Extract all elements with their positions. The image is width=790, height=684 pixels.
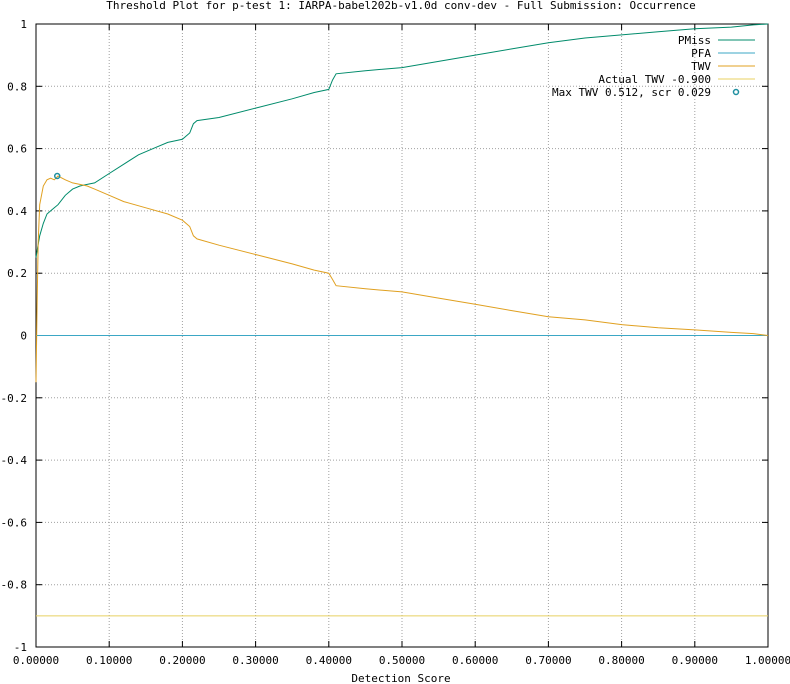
chart-title: Threshold Plot for p-test 1: IARPA-babel… [106,0,695,12]
y-tick-label: -0.2 [1,392,28,405]
x-tick-label: 0.50000 [379,654,425,667]
series-lines [35,23,769,617]
x-tick-label: 0.40000 [306,654,352,667]
x-tick-label: 0.90000 [672,654,718,667]
legend-label: TWV [691,60,711,73]
x-tick-label: 1.00000 [745,654,790,667]
series-line-0 [35,23,769,258]
legend-label: Actual TWV -0.900 [598,73,711,86]
legend-label: PFA [691,47,711,60]
y-tick-label: -0.6 [1,516,28,529]
x-tick-label: 0.00000 [13,654,59,667]
x-tick-label: 0.80000 [598,654,644,667]
x-tick-label: 0.70000 [525,654,571,667]
x-tick-label: 0.60000 [452,654,498,667]
y-tick-label: 1 [20,18,27,31]
max-twv-marker [53,172,61,180]
legend-label: Max TWV 0.512, scr 0.029 [552,86,711,99]
x-axis-label: Detection Score [351,672,450,684]
y-tick-label: 0 [20,330,27,343]
y-tick-label: -0.4 [1,454,28,467]
y-tick-label: 0.8 [7,80,27,93]
legend-marker [732,88,740,96]
y-tick-label: 0.4 [7,205,27,218]
x-tick-label: 0.10000 [86,654,132,667]
y-tick-label: -1 [14,641,27,654]
x-tick-label: 0.30000 [232,654,278,667]
series-line-2 [35,175,769,383]
y-tick-label: -0.8 [1,579,28,592]
legend-label: PMiss [678,34,711,47]
axis-ticks: 0.00000 0.10000 0.20000 0.30000 0.40000 0.500… [1,18,790,667]
x-tick-label: 0.20000 [159,654,205,667]
y-tick-label: 0.2 [7,267,27,280]
y-tick-label: 0.6 [7,143,27,156]
